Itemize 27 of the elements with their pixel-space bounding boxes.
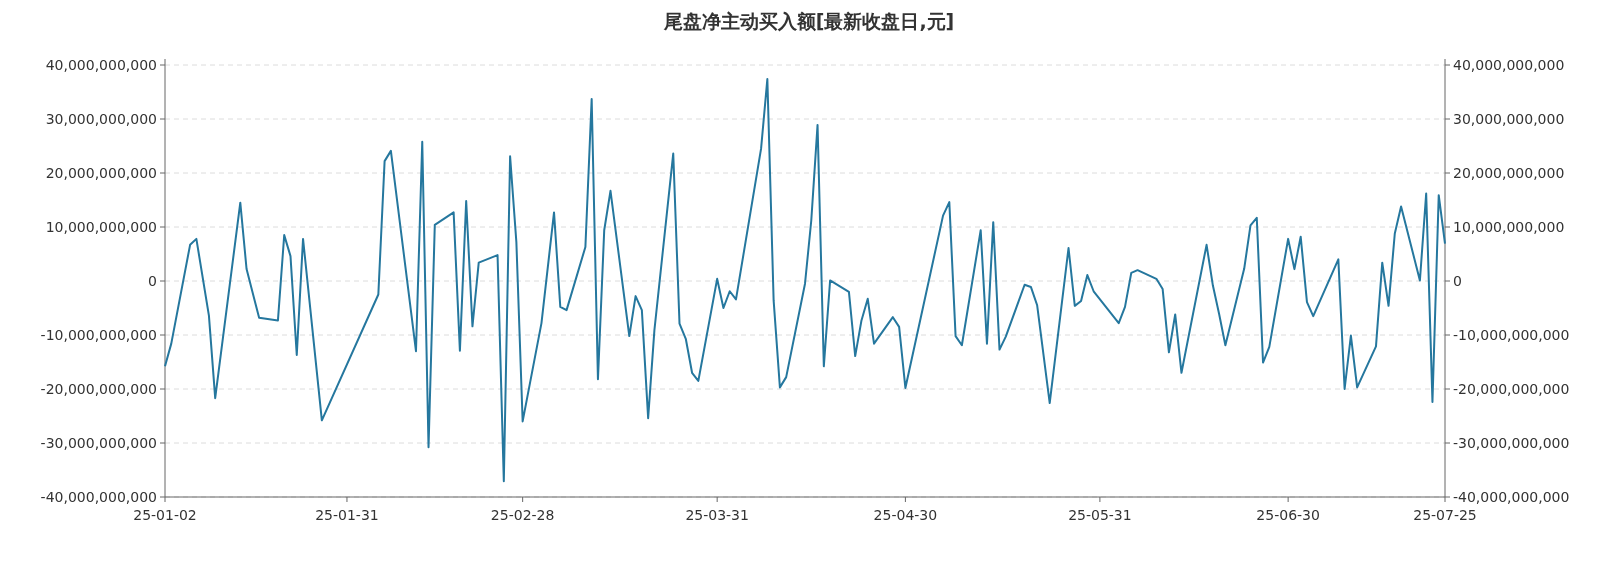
y2-tick-label: 10,000,000,000 xyxy=(1453,219,1565,235)
y-tick-label: 30,000,000,000 xyxy=(45,111,157,127)
y2-tick-label: -20,000,000,000 xyxy=(1453,381,1570,397)
x-tick-label: 25-04-30 xyxy=(873,507,938,523)
y2-tick-label: 30,000,000,000 xyxy=(1453,111,1565,127)
y-tick-label: 20,000,000,000 xyxy=(45,165,157,181)
x-tick-label: 25-07-25 xyxy=(1413,507,1477,523)
x-tick-label: 25-05-31 xyxy=(1068,507,1132,523)
y-tick-label: -10,000,000,000 xyxy=(40,327,157,343)
y2-tick-label: -40,000,000,000 xyxy=(1453,489,1570,505)
x-tick-label: 25-03-31 xyxy=(685,507,749,523)
y-tick-label: 0 xyxy=(148,273,157,289)
y-tick-label: -20,000,000,000 xyxy=(40,381,157,397)
x-tick-label: 25-06-30 xyxy=(1256,507,1320,523)
y-tick-label: 10,000,000,000 xyxy=(45,219,157,235)
y2-tick-label: 0 xyxy=(1453,273,1462,289)
y2-tick-label: 20,000,000,000 xyxy=(1453,165,1565,181)
x-tick-label: 25-01-31 xyxy=(315,507,379,523)
chart-title: 尾盘净主动买入额[最新收盘日,元] xyxy=(662,10,955,32)
y2-tick-label: 40,000,000,000 xyxy=(1453,57,1565,73)
y-tick-label: -30,000,000,000 xyxy=(40,435,157,451)
y-tick-label: 40,000,000,000 xyxy=(45,57,157,73)
y-tick-label: -40,000,000,000 xyxy=(40,489,157,505)
x-tick-label: 25-02-28 xyxy=(490,507,555,523)
y2-tick-label: -30,000,000,000 xyxy=(1453,435,1570,451)
y2-tick-label: -10,000,000,000 xyxy=(1453,327,1570,343)
x-tick-label: 25-01-02 xyxy=(133,507,197,523)
